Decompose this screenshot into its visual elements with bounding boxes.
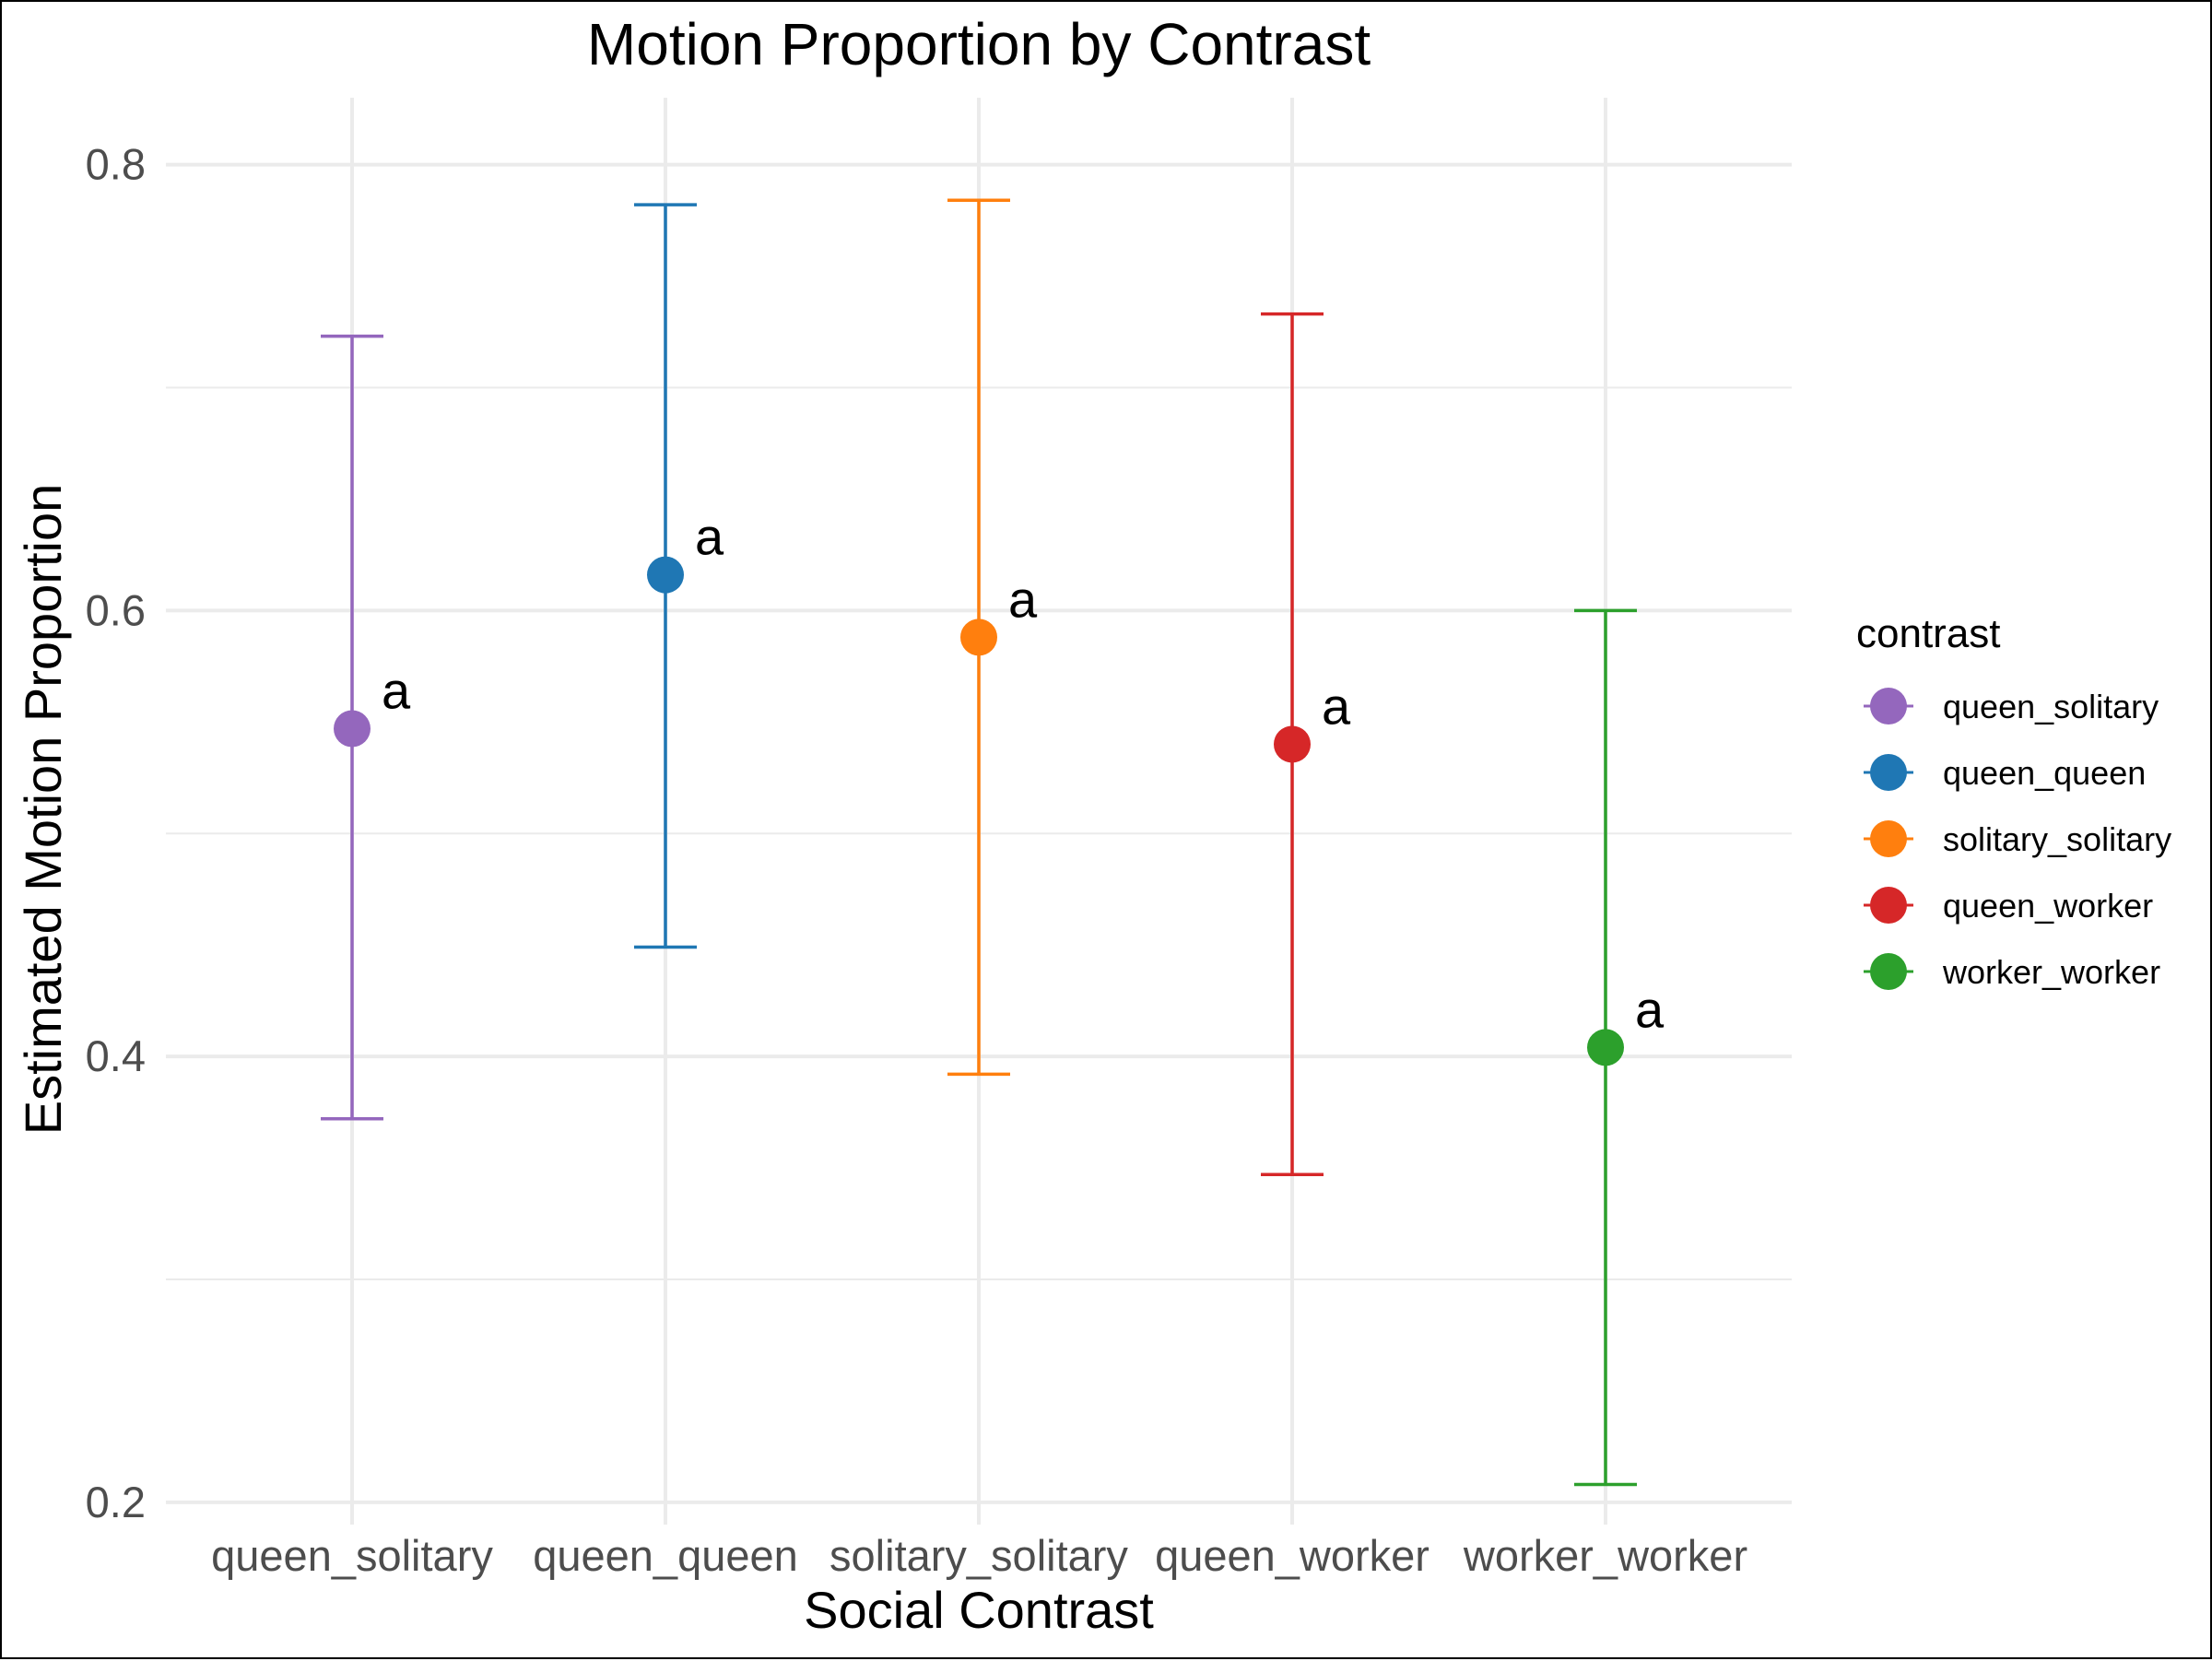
point-group-queen-solitary: a [321,335,411,1121]
legend-item-solitary-solitary: solitary_solitary [1864,820,2171,858]
legend-key-point [1870,820,1907,857]
legend-key-point [1870,754,1907,791]
significance-letter: a [1008,570,1038,628]
estimate-point [334,710,371,748]
legend-item-label: queen_solitary [1943,688,2159,725]
significance-letter: a [1635,980,1665,1038]
x-axis-title: Social Contrast [804,1581,1154,1639]
mark-layer: a a a a a [321,198,1665,1487]
point-group-worker-worker: a [1574,608,1665,1487]
legend-item-queen-queen: queen_queen [1864,754,2146,792]
chart-title: Motion Proportion by Contrast [587,11,1371,77]
significance-letter: a [1322,677,1351,735]
legend-item-queen-solitary: queen_solitary [1864,688,2159,725]
legend-items: queen_solitary queen_queen solitary_solita… [1864,688,2171,991]
y-tick-label: 0.6 [86,585,146,634]
y-axis-title: Estimated Motion Proportion [14,484,72,1136]
x-tick-label: queen_worker [1155,1531,1430,1580]
legend-item-worker-worker: worker_worker [1864,953,2160,991]
legend-item-label: solitary_solitary [1943,820,2171,858]
legend-key-point [1870,887,1907,924]
legend-item-label: queen_worker [1943,887,2153,925]
y-tick-label: 0.8 [86,140,146,189]
legend-item-label: queen_queen [1943,754,2146,792]
x-tick-label: solitary_solitary [830,1531,1128,1580]
legend-item-queen-worker: queen_worker [1864,887,2153,925]
estimate-point [1274,725,1311,763]
significance-letter: a [695,508,724,566]
legend-key-point [1870,688,1907,724]
significance-letter: a [382,662,411,720]
estimate-point [1587,1029,1624,1066]
x-tick-label: queen_solitary [211,1531,493,1580]
y-tick-label: 0.2 [86,1478,146,1526]
legend: contrast queen_solitary queen_queensolita… [1856,611,2171,991]
legend-title: contrast [1856,611,2001,656]
legend-item-label: worker_worker [1942,953,2160,991]
estimate-point [960,618,997,656]
estimate-point [647,556,684,594]
legend-key-point [1870,953,1907,990]
x-tick-label: worker_worker [1463,1531,1747,1580]
point-group-queen-worker: a [1261,312,1351,1177]
point-group-queen-queen: a [634,203,724,949]
x-tick-label: queen_queen [533,1531,798,1580]
y-tick-label: 0.4 [86,1031,146,1080]
axis-layer: 0.2 0.4 0.6 0.8 queen_solitary queen_queen sol… [86,140,1747,1580]
point-group-solitary-solitary: a [947,198,1038,1077]
